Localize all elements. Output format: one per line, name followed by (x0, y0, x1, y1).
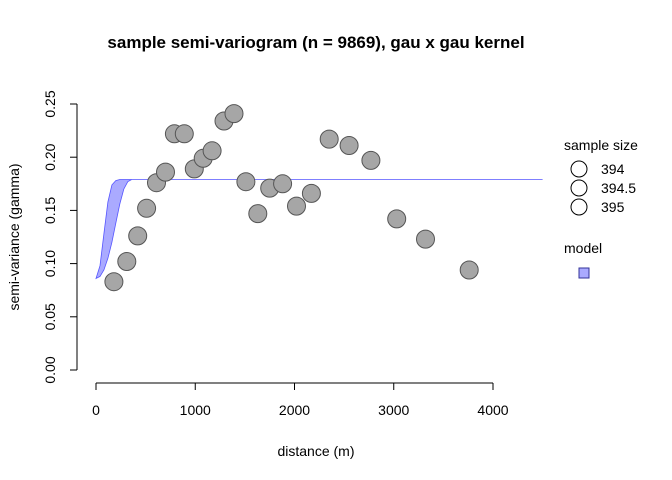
legend-size-symbol (570, 179, 588, 197)
legend-model-swatch (578, 267, 590, 279)
data-point (236, 172, 256, 192)
data-point (202, 141, 222, 161)
model-layer (95, 179, 543, 280)
data-point (361, 150, 381, 170)
legend-size-entries: 394 394.5 395 (570, 160, 636, 216)
data-point (128, 226, 148, 246)
legend-size-symbol (570, 198, 588, 216)
data-point (174, 124, 194, 144)
legend: sample size 394 394.5 395 model (564, 137, 638, 279)
data-point (339, 136, 359, 155)
data-point (387, 209, 407, 229)
y-tick-label: 0.10 (42, 250, 58, 277)
data-point (287, 196, 306, 216)
legend-size-symbol (570, 160, 588, 178)
model-envelope (95, 179, 543, 280)
x-tick-label: 3000 (378, 402, 409, 418)
x-tick-label: 0 (92, 402, 100, 418)
x-tick-label: 4000 (477, 402, 508, 418)
y-tick-label: 0.00 (42, 356, 58, 383)
legend-size-title: sample size (564, 137, 638, 153)
x-axis-label: distance (m) (277, 443, 354, 459)
data-point (416, 229, 435, 249)
x-tick-label: 2000 (279, 402, 310, 418)
legend-size-label: 394.5 (601, 180, 636, 196)
legend-size-label: 394 (601, 161, 625, 177)
legend-model-title: model (564, 240, 602, 256)
y-tick-label: 0.15 (42, 197, 58, 224)
y-tick-label: 0.25 (42, 90, 58, 117)
data-point (156, 162, 175, 182)
legend-size-label: 395 (601, 199, 625, 215)
chart-title: sample semi-variogram (n = 9869), gau x … (107, 33, 524, 52)
data-point (137, 198, 157, 218)
y-tick-label: 0.05 (42, 303, 58, 330)
y-tick-label: 0.20 (42, 143, 58, 170)
data-point (273, 174, 293, 194)
x-tick-label: 1000 (180, 402, 211, 418)
data-point (117, 252, 137, 271)
data-point (224, 104, 244, 124)
data-point (301, 183, 321, 203)
data-point (459, 260, 479, 280)
data-point (319, 129, 339, 149)
data-point (104, 272, 124, 292)
data-point (248, 204, 268, 224)
y-axis: 0.00 0.05 0.10 0.15 0.20 0.25 (42, 90, 78, 384)
points-layer (104, 104, 479, 292)
x-axis: 0 1000 2000 3000 4000 (92, 382, 509, 418)
y-axis-label: semi-variance (gamma) (6, 163, 22, 310)
